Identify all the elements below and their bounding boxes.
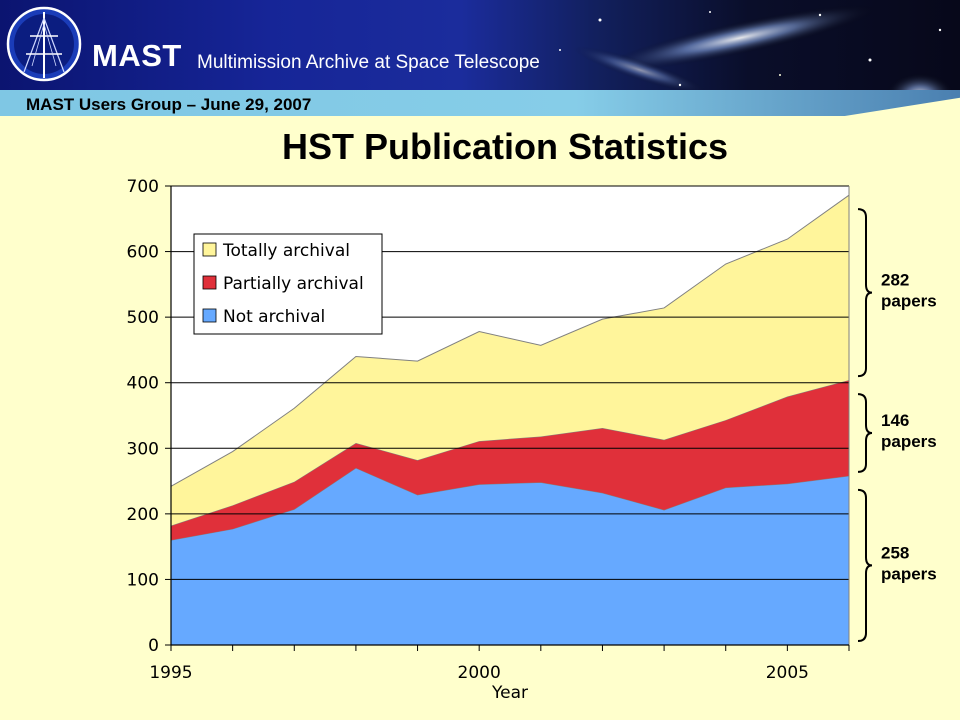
y-tick-label-300: 300 [127, 439, 159, 459]
x-tick-label-2005: 2005 [766, 663, 809, 683]
legend-box [193, 233, 383, 335]
series-area-not-archival [171, 467, 849, 645]
brace-not-archival [857, 488, 873, 642]
y-tick-label-100: 100 [127, 570, 159, 590]
y-tick-label-400: 400 [127, 374, 159, 394]
y-tick-label-700: 700 [127, 177, 159, 197]
y-tick-label-200: 200 [127, 505, 159, 525]
mast-logo-icon [6, 6, 82, 82]
legend-swatch-totally-archival [202, 242, 217, 257]
legend-label-not-archival: Not archival [223, 307, 325, 327]
meeting-title: MAST Users Group – June 29, 2007 [26, 95, 312, 114]
series-edge-totally-archival [170, 194, 850, 487]
y-tick-label-600: 600 [127, 243, 159, 263]
app-subtitle: Multimission Archive at Space Telescope [197, 52, 540, 73]
legend-label-totally-archival: Totally archival [222, 241, 350, 261]
brace-partially-archival [857, 393, 873, 473]
series-area-partially-archival [171, 380, 849, 541]
app-title: MAST [92, 38, 182, 73]
legend: Totally archival Partially archival Not ar… [193, 233, 383, 335]
x-axis-label: Year [491, 683, 528, 703]
y-tick-label-500: 500 [127, 308, 159, 328]
chart-title: HST Publication Statistics [281, 126, 729, 167]
brace-totally-archival [857, 208, 873, 378]
meeting-bar [0, 90, 960, 116]
header-banner: MAST Multimission Archive at Space Teles… [0, 0, 960, 94]
x-tick-label-2000: 2000 [458, 663, 501, 683]
legend-swatch-partially-archival [202, 275, 217, 290]
annotation-label-not-archival: 258 [881, 543, 909, 562]
annotation-label-totally-archival: 282 [881, 271, 909, 290]
y-tick-label-0: 0 [148, 636, 159, 656]
legend-label-partially-archival: Partially archival [223, 274, 364, 294]
annotation-label-partially-archival: 146 [881, 411, 909, 430]
annotation-label-totally-archival: papers [881, 292, 937, 311]
series-area-totally-archival [171, 195, 849, 526]
annotation-label-not-archival: papers [881, 564, 937, 583]
x-tick-label-1995: 1995 [149, 663, 192, 683]
annotation-label-partially-archival: papers [881, 432, 937, 451]
galaxy-background [559, 4, 954, 94]
legend-swatch-not-archival [202, 308, 217, 323]
